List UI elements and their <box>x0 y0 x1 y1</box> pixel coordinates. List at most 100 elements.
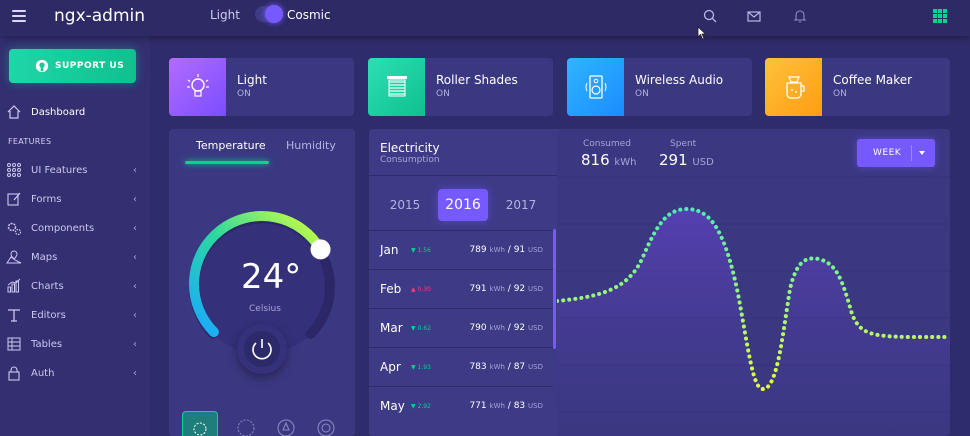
table-row[interactable]: Apr ▼ 1.93 783 kWh / 87 USD <box>369 347 553 386</box>
chevron-left-icon: ‹ <box>133 222 137 234</box>
device-state: ON <box>635 89 649 99</box>
table-scrollbar[interactable] <box>553 229 556 349</box>
sidebar-item-editors[interactable]: Editors ‹ <box>0 304 150 326</box>
header: ngx-admin Light Cosmic <box>0 0 970 36</box>
menu-icon[interactable] <box>12 10 26 22</box>
device-card-light[interactable]: Light ON <box>169 58 354 116</box>
delta-value: 1.56 <box>417 247 431 254</box>
table-row[interactable]: Feb ▲ 0.30 791 kWh / 92 USD <box>369 269 553 308</box>
electricity-title: Electricity <box>380 141 440 155</box>
location-icon <box>6 250 22 264</box>
chevron-left-icon: ‹ <box>133 309 137 321</box>
apps-grid-icon[interactable] <box>933 9 947 23</box>
app-title[interactable]: ngx-admin <box>54 6 146 26</box>
mode-auto-button[interactable] <box>309 411 345 436</box>
device-card-coffee-maker[interactable]: Coffee Maker ON <box>765 58 950 116</box>
chevron-left-icon: ‹ <box>133 251 137 263</box>
device-icon-tile <box>567 58 624 116</box>
device-card-wireless-audio[interactable]: Wireless Audio ON <box>567 58 752 116</box>
sidebar-item-maps[interactable]: Maps ‹ <box>0 246 150 268</box>
dial-handle[interactable] <box>310 239 331 260</box>
active-tab-indicator <box>185 161 269 164</box>
table-row[interactable]: May ▼ 2.92 771 kWh / 83 USD <box>369 386 553 425</box>
month-usage: 783 kWh / 87 USD <box>469 362 543 372</box>
trend-down-icon: ▼ 1.56 <box>411 247 431 254</box>
year-tab-2016[interactable]: 2016 <box>438 189 488 221</box>
electricity-subtitle: Consumption <box>380 155 440 165</box>
year-tab-2015[interactable]: 2015 <box>389 198 421 212</box>
year-tab-2017[interactable]: 2017 <box>505 198 537 212</box>
temperature-dial[interactable] <box>187 209 337 359</box>
roller-shades-icon <box>386 76 407 97</box>
chevron-left-icon: ‹ <box>133 164 137 176</box>
sidebar-item-charts[interactable]: Charts ‹ <box>0 275 150 297</box>
mail-icon[interactable] <box>746 8 762 24</box>
consumed-value: 816 kWh <box>581 151 637 169</box>
chevron-left-icon: ‹ <box>133 280 137 292</box>
tab-temperature[interactable]: Temperature <box>196 139 266 152</box>
spent-value: 291 USD <box>659 151 714 169</box>
power-button[interactable] <box>237 324 287 374</box>
table-row[interactable]: Mar ▼ 0.62 790 kWh / 92 USD <box>369 308 553 347</box>
temperature-card: Temperature Humidity 24° Celsius <box>169 129 355 436</box>
compose-icon <box>7 192 21 206</box>
speaker-icon <box>585 75 606 99</box>
electricity-table-panel: Electricity Consumption 2015 2016 2017 J… <box>369 129 557 436</box>
table-row[interactable]: Jan ▼ 1.56 789 kWh / 91 USD <box>369 230 553 269</box>
keypad-icon <box>7 163 21 177</box>
trend-down-icon: ▼ 1.93 <box>411 364 431 371</box>
sidebar-item-label: Forms <box>31 193 62 205</box>
device-state: ON <box>237 89 251 99</box>
sidebar-item-label: UI Features <box>31 164 88 176</box>
period-select[interactable]: WEEK <box>857 139 935 167</box>
sidebar-item-components[interactable]: Components ‹ <box>0 217 150 239</box>
tab-humidity[interactable]: Humidity <box>286 139 336 152</box>
period-select-value: WEEK <box>873 148 902 158</box>
device-icon-tile <box>368 58 425 116</box>
device-name: Roller Shades <box>436 73 518 87</box>
chart-line <box>557 206 950 391</box>
month-usage: 771 kWh / 83 USD <box>469 401 543 411</box>
bell-icon[interactable] <box>792 8 808 24</box>
search-icon[interactable] <box>702 8 718 24</box>
month-label: Feb <box>380 282 402 296</box>
delta-value: 0.30 <box>417 286 431 293</box>
month-usage: 789 kWh / 91 USD <box>469 245 543 255</box>
sidebar-item-dashboard[interactable]: Dashboard <box>0 101 150 123</box>
month-label: May <box>380 399 405 413</box>
sidebar-item-auth[interactable]: Auth ‹ <box>0 362 150 384</box>
trend-down-icon: ▼ 2.92 <box>411 403 431 410</box>
sidebar-item-ui-features[interactable]: UI Features ‹ <box>0 159 150 181</box>
temperature-value: 24° <box>241 257 302 297</box>
light-bulb-icon <box>186 74 209 97</box>
coffee-maker-icon <box>785 76 805 99</box>
sidebar-item-tables[interactable]: Tables ‹ <box>0 333 150 355</box>
mode-fan-button[interactable] <box>269 411 305 436</box>
month-label: Mar <box>380 321 403 335</box>
sidebar-item-label: Editors <box>31 309 66 321</box>
month-label: Apr <box>380 360 401 374</box>
theme-cosmic-label: Cosmic <box>287 8 331 22</box>
power-icon <box>244 331 280 367</box>
mode-cool-button[interactable] <box>182 411 218 436</box>
trend-down-icon: ▼ 0.62 <box>411 325 431 332</box>
sidebar-section-features: FEATURES <box>8 137 52 146</box>
mode-heat-button[interactable] <box>229 411 265 436</box>
snowflake-icon <box>193 422 207 436</box>
home-icon <box>7 105 21 119</box>
support-us-button[interactable]: SUPPORT US <box>9 49 136 83</box>
electricity-line-chart <box>557 176 950 436</box>
theme-toggle[interactable] <box>255 5 283 23</box>
auto-icon <box>317 419 335 436</box>
device-card-roller-shades[interactable]: Roller Shades ON <box>368 58 553 116</box>
device-name: Light <box>237 73 267 87</box>
electricity-card: Electricity Consumption 2015 2016 2017 J… <box>369 129 950 436</box>
sidebar-item-label: Components <box>31 222 95 234</box>
sidebar-item-label: Maps <box>31 251 58 263</box>
theme-light-label: Light <box>210 8 240 22</box>
sidebar-item-label: Auth <box>31 367 55 379</box>
sidebar-item-label: Tables <box>31 338 63 350</box>
delta-value: 0.62 <box>417 325 431 332</box>
sidebar-item-forms[interactable]: Forms ‹ <box>0 188 150 210</box>
consumed-label: Consumed <box>583 139 631 149</box>
